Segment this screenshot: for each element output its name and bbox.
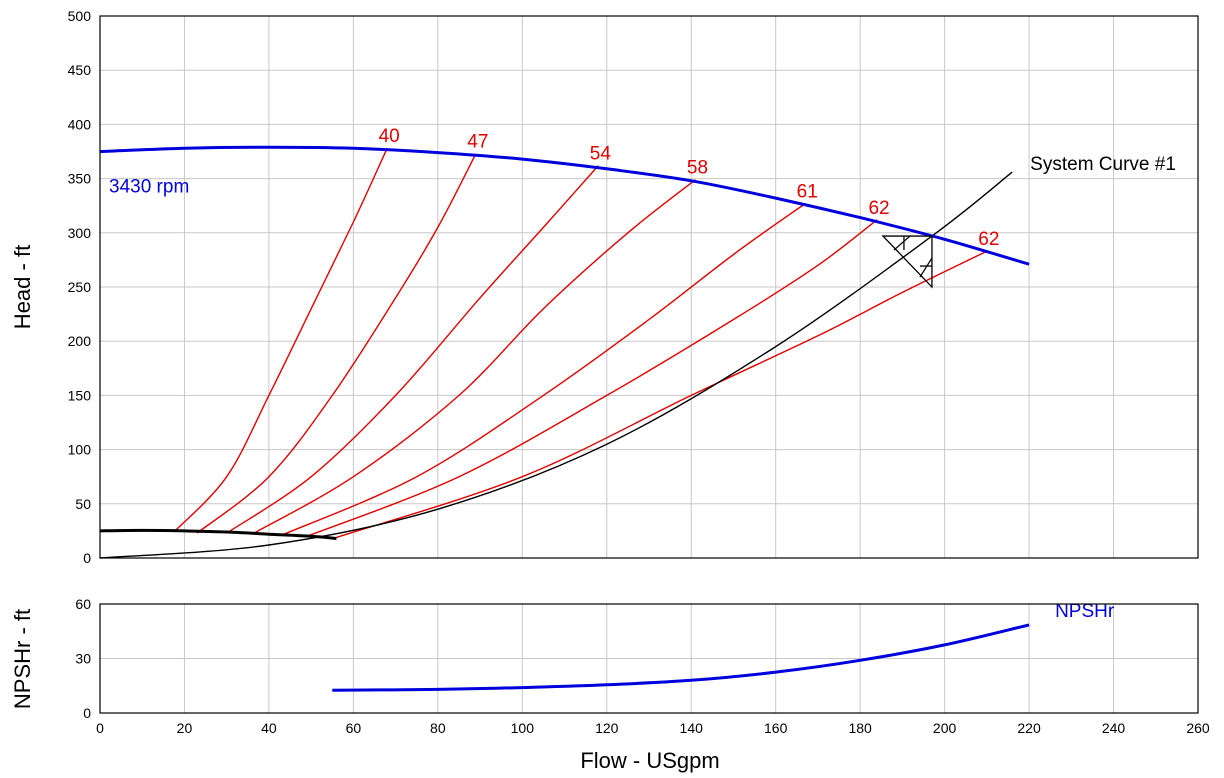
efficiency-curve-61: [281, 202, 806, 536]
head-y-tick-label: 100: [68, 442, 92, 458]
x-tick-label: 180: [848, 720, 872, 736]
head-plot-frame: [99, 15, 1199, 559]
pump-curve-label: 3430 rpm: [109, 177, 189, 198]
x-tick-label: 120: [595, 720, 619, 736]
head-y-tick-label: 250: [68, 279, 92, 295]
efficiency-label: 54: [590, 144, 612, 165]
npshr-plot-panel: 0 30 60 NPSHr 0 20 40 60 80 100 120 140 160 180 200 220…: [75, 596, 1209, 736]
efficiency-label: 58: [687, 158, 708, 179]
x-tick-label: 20: [177, 720, 193, 736]
head-y-tick-label: 300: [68, 225, 92, 241]
x-tick-label: 40: [261, 720, 277, 736]
operating-point-marker: [881, 235, 933, 289]
pump-head-curve: [99, 145, 1030, 266]
head-y-tick-label: 400: [68, 116, 92, 132]
efficiency-curve-58: [251, 179, 696, 535]
npshr-plot-frame: [99, 603, 1199, 714]
head-y-tick-label: 50: [75, 496, 91, 512]
efficiency-curve-40: [173, 147, 388, 533]
efficiency-curve-62: [306, 219, 878, 537]
efficiency-label: 62: [868, 198, 889, 219]
efficiency-curve-47: [196, 153, 477, 534]
x-tick-label: 260: [1186, 720, 1210, 736]
npshr-curve-label: NPSHr: [1055, 601, 1115, 622]
operating-point-hatch: [919, 257, 933, 278]
head-y-tick-label: 0: [83, 550, 91, 566]
x-tick-label: 100: [511, 720, 535, 736]
npshr-y-tick-label: 60: [75, 596, 91, 612]
efficiency-label: 40: [379, 126, 400, 147]
npshr-grid: [99, 603, 1199, 714]
x-tick-label: 160: [764, 720, 788, 736]
x-tick-label: 0: [96, 720, 104, 736]
x-tick-label: 60: [346, 720, 362, 736]
head-y-tick-label: 200: [68, 333, 92, 349]
operating-point-triangle: [881, 235, 933, 289]
x-tick-label: 140: [680, 720, 704, 736]
npshr-y-tick-label: 0: [83, 705, 91, 721]
head-y-tick-label: 150: [68, 387, 92, 403]
efficiency-label: 61: [797, 182, 818, 203]
low-head-curve: [99, 528, 337, 540]
x-tick-label: 220: [1017, 720, 1041, 736]
head-y-tick-label: 500: [68, 8, 92, 24]
efficiency-label: 62: [978, 229, 999, 250]
x-tick-label: 80: [430, 720, 446, 736]
head-plot-panel: 0 50 100 150 200 250 300 350 400 450 500 40 47 54 58 61…: [68, 8, 1199, 566]
efficiency-label: 47: [467, 132, 488, 153]
head-y-tick-label: 450: [68, 62, 92, 78]
flow-axis-title: Flow - USgpm: [580, 748, 719, 773]
system-curve: [99, 171, 1013, 559]
head-axis-title: Head - ft: [10, 245, 35, 329]
npshr-curve: [332, 623, 1030, 692]
head-grid: [99, 15, 1199, 559]
head-y-tick-label: 350: [68, 171, 92, 187]
npshr-axis-title: NPSHr - ft: [10, 609, 35, 709]
system-curve-label: System Curve #1: [1030, 154, 1176, 175]
efficiency-curve-54: [226, 165, 599, 534]
x-tick-label: 200: [933, 720, 957, 736]
npshr-y-tick-label: 30: [75, 651, 91, 667]
x-tick-label: 240: [1102, 720, 1126, 736]
operating-point-hatch: [893, 235, 911, 251]
efficiency-curve-62: [336, 250, 988, 539]
